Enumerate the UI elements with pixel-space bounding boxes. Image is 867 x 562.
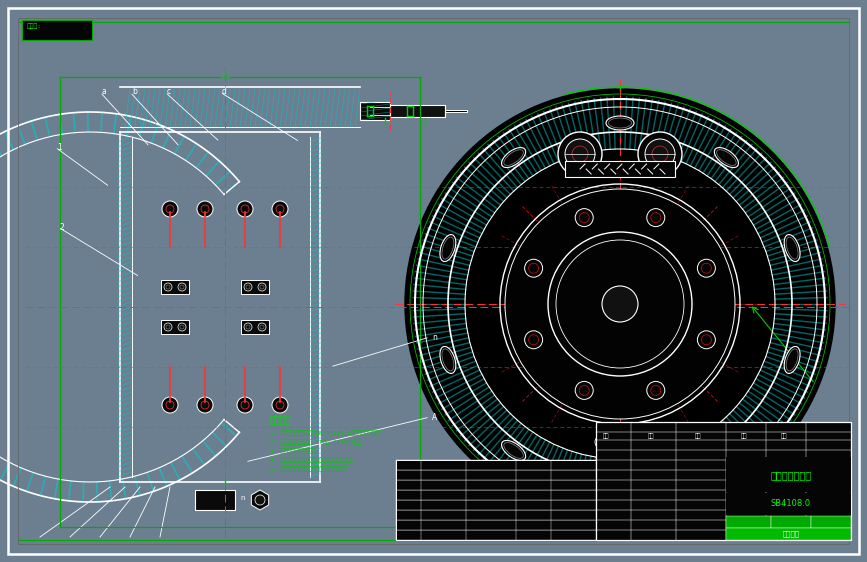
Circle shape [237,201,253,217]
Bar [771,516,811,528]
Text: a: a [102,88,107,97]
Ellipse shape [714,148,739,167]
Circle shape [631,435,645,449]
Text: 材料: 材料 [694,433,701,439]
Circle shape [255,495,265,505]
Text: d: d [222,88,227,97]
Circle shape [237,397,253,413]
Bar [161,280,189,294]
Bar [241,280,269,294]
Bar [396,530,596,540]
Circle shape [548,232,692,376]
Bar [396,470,596,480]
Circle shape [647,382,665,400]
Circle shape [645,139,675,169]
Circle shape [258,283,266,291]
Circle shape [405,89,835,519]
Text: 1. 未注明公差的尺寸，按GB/T1804-m，尺寸公差按中等级: 1. 未注明公差的尺寸，按GB/T1804-m，尺寸公差按中等级 [270,430,382,436]
Circle shape [575,382,593,400]
Circle shape [575,209,593,226]
Circle shape [565,139,595,169]
Circle shape [697,259,715,277]
Bar [390,105,445,117]
Bar [726,493,851,515]
Text: 编制人:: 编制人: [27,24,42,29]
Text: n: n [240,495,244,501]
Circle shape [272,201,288,217]
Text: A: A [432,413,437,422]
Bar [22,20,92,40]
Text: 件号: 件号 [603,433,610,439]
Text: c: c [167,88,171,97]
Text: 技术要求: 技术要求 [270,416,291,425]
Circle shape [647,209,665,226]
Circle shape [638,132,682,176]
Bar [396,460,596,540]
Circle shape [258,323,266,331]
Bar [195,490,235,510]
Circle shape [697,331,715,349]
Bar [396,500,596,510]
Circle shape [602,286,638,322]
Bar [565,161,675,177]
Text: b: b [132,88,137,97]
Text: 3. 活塞封霟圈应排列整齐: 3. 活塞封霟圈应排列整齐 [270,448,316,454]
Text: SB4108.0: SB4108.0 [771,500,811,509]
Circle shape [272,397,288,413]
Bar [811,516,851,528]
Circle shape [197,201,213,217]
Circle shape [244,323,252,331]
Ellipse shape [606,116,634,130]
Ellipse shape [502,441,525,460]
Circle shape [558,132,602,176]
Text: 备注: 备注 [781,433,787,439]
Text: n: n [432,333,437,342]
Bar [726,516,771,528]
Ellipse shape [440,234,456,261]
Bar [396,460,596,470]
Ellipse shape [606,478,634,492]
Ellipse shape [785,234,800,261]
Ellipse shape [714,441,739,460]
Text: 数量: 数量 [740,433,747,439]
Circle shape [197,397,213,413]
Bar [360,102,390,120]
Bar [445,110,467,112]
Circle shape [162,397,178,413]
Circle shape [595,435,609,449]
Ellipse shape [440,346,456,373]
Circle shape [178,283,186,291]
Circle shape [608,452,632,476]
Circle shape [162,201,178,217]
Circle shape [525,259,543,277]
Text: 4. 装配后活塞沿密封圈方向运动自由，有品质保证: 4. 装配后活塞沿密封圈方向运动自由，有品质保证 [270,457,354,463]
Ellipse shape [502,148,525,167]
Bar [396,520,596,530]
Text: 重型汽车制动器: 重型汽车制动器 [771,470,812,480]
Text: 2. 液压管接头尺寸，按 IT8级 GB3452栏制: 2. 液压管接头尺寸，按 IT8级 GB3452栏制 [270,439,361,445]
Text: 名称: 名称 [648,433,655,439]
Circle shape [244,283,252,291]
Circle shape [164,283,172,291]
Bar [726,528,851,540]
Bar [241,320,269,334]
Circle shape [505,189,735,419]
Bar [600,429,640,454]
Circle shape [525,331,543,349]
Ellipse shape [785,346,800,373]
Text: 2: 2 [60,223,65,232]
Circle shape [614,458,626,470]
Bar [726,457,851,492]
Text: 南昌汽车: 南昌汽车 [783,531,799,537]
Bar [596,422,851,540]
Bar [396,490,596,500]
Bar [396,480,596,490]
Circle shape [178,323,186,331]
Text: 1: 1 [57,143,62,152]
Bar [396,510,596,520]
Circle shape [164,323,172,331]
Bar [161,320,189,334]
Text: 5. 每个活塞必须单独进行流量试验，试验压力: 5. 每个活塞必须单独进行流量试验，试验压力 [270,466,347,472]
